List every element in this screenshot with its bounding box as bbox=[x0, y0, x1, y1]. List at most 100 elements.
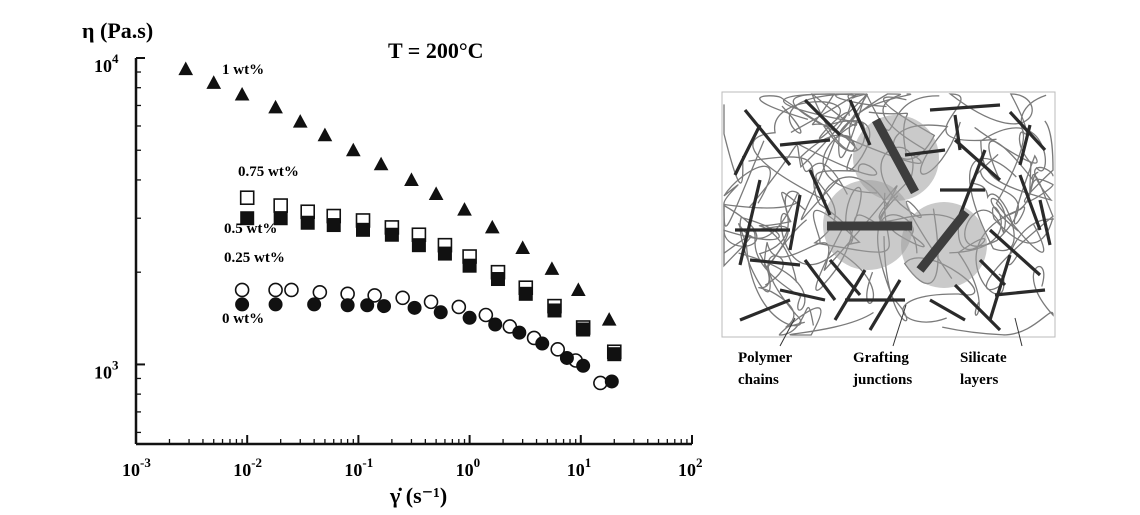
polymer-chain bbox=[974, 127, 1038, 295]
data-point bbox=[490, 272, 505, 287]
silicate-layer bbox=[978, 258, 1007, 287]
x-tick-label: 102 bbox=[678, 455, 703, 480]
silicate-layer bbox=[803, 98, 842, 137]
polymer-chain bbox=[723, 204, 780, 293]
silicate-layer bbox=[1018, 174, 1042, 231]
polymer-chain bbox=[818, 93, 925, 150]
series-2 bbox=[240, 211, 622, 362]
silicate-layer bbox=[749, 258, 801, 267]
data-point bbox=[356, 222, 371, 237]
silicate-layer bbox=[738, 179, 762, 266]
series-labels: 1 wt% 0.75 wt% 0.5 wt% 0.25 wt% 0 wt% bbox=[222, 62, 299, 327]
silicate-layer bbox=[953, 138, 1002, 182]
x-axis-label: γ̇ (s⁻¹) bbox=[389, 483, 447, 508]
silicate-layer bbox=[994, 288, 1046, 297]
silicate-layer bbox=[904, 148, 946, 157]
data-point bbox=[234, 282, 250, 298]
grafted-silicate-layer bbox=[872, 117, 919, 195]
x-axis-ticks: 10-3 10-2 10-1 100 101 102 bbox=[122, 435, 703, 480]
polymer-chain bbox=[723, 104, 744, 184]
polymer-chain bbox=[942, 265, 1054, 336]
data-point bbox=[437, 246, 452, 261]
data-point bbox=[462, 310, 477, 325]
data-point bbox=[340, 298, 355, 313]
data-point bbox=[484, 219, 500, 234]
data-point bbox=[593, 375, 608, 391]
data-point bbox=[428, 186, 444, 200]
silicate-layer bbox=[988, 254, 1012, 321]
data-point bbox=[604, 374, 619, 389]
viscosity-chart: 10-3 10-2 10-1 100 101 102 104 103 η (Pa.s) γ̇… bbox=[82, 18, 703, 508]
silicate-layer bbox=[779, 288, 826, 302]
silicate-layer bbox=[953, 114, 962, 151]
x-tick-label: 101 bbox=[567, 455, 592, 480]
data-point bbox=[407, 300, 422, 315]
silicate-layer bbox=[848, 99, 872, 146]
polymer-chains-label-2: chains bbox=[738, 372, 779, 388]
silicate-layer bbox=[929, 298, 966, 322]
polymer-chain bbox=[723, 140, 771, 227]
series-4 bbox=[235, 297, 619, 389]
polymer-chain bbox=[949, 206, 1054, 266]
polymer-chain bbox=[985, 140, 1054, 291]
data-point bbox=[395, 290, 410, 306]
data-point bbox=[570, 282, 586, 296]
y-tick-label: 104 bbox=[94, 51, 119, 76]
x-tick-label: 10-2 bbox=[233, 455, 262, 480]
silicate-layer bbox=[958, 149, 987, 216]
data-point bbox=[273, 211, 288, 226]
x-tick-label: 100 bbox=[456, 455, 481, 480]
silicate-layers-label-1: Silicate bbox=[960, 350, 1007, 366]
data-point bbox=[423, 294, 439, 310]
silicate-layer bbox=[788, 194, 802, 251]
polymer-chain bbox=[778, 307, 874, 336]
silicate-layer bbox=[808, 169, 832, 216]
silicate-layers-label-2: layers bbox=[960, 372, 998, 388]
data-point bbox=[488, 317, 503, 332]
data-point bbox=[206, 75, 222, 89]
data-point bbox=[535, 336, 550, 351]
silicate-layer bbox=[833, 269, 867, 321]
data-point bbox=[307, 297, 322, 312]
data-point bbox=[292, 114, 308, 128]
data-point bbox=[284, 282, 299, 298]
silicate-layer bbox=[988, 228, 1042, 277]
polymer-chain bbox=[758, 191, 807, 328]
series-label: 0.5 wt% bbox=[224, 221, 277, 237]
data-point bbox=[411, 238, 426, 253]
polymer-leader bbox=[779, 317, 796, 347]
silicate-layer bbox=[803, 259, 837, 301]
polymer-chain bbox=[752, 101, 889, 206]
series-label: 0.25 wt% bbox=[224, 250, 285, 266]
x-tick-label: 10-1 bbox=[344, 455, 373, 480]
data-point bbox=[268, 297, 283, 312]
data-point bbox=[550, 342, 566, 357]
grafting-leader bbox=[892, 304, 907, 347]
data-point bbox=[373, 156, 389, 171]
grafting-junctions-label-1: Grafting bbox=[853, 350, 909, 366]
y-axis-ticks: 104 103 bbox=[94, 51, 145, 434]
y-axis-label: η (Pa.s) bbox=[82, 18, 153, 43]
data-point bbox=[235, 297, 250, 312]
series-label: 1 wt% bbox=[222, 62, 264, 78]
silicate-layer bbox=[929, 103, 1001, 112]
polymer-chains-label-1: Polymer bbox=[738, 350, 792, 366]
polymer-chain bbox=[1005, 120, 1054, 217]
data-point bbox=[384, 227, 399, 242]
series-label: 0.75 wt% bbox=[238, 164, 299, 180]
grafted-layers bbox=[827, 117, 970, 273]
data-point bbox=[462, 258, 477, 273]
chart-title: T = 200°C bbox=[388, 38, 484, 63]
data-point bbox=[515, 240, 530, 254]
polymer-chain bbox=[792, 93, 912, 151]
data-point bbox=[300, 215, 315, 230]
data-point bbox=[360, 298, 375, 313]
data-point bbox=[268, 99, 283, 114]
data-point bbox=[239, 190, 255, 206]
data-point bbox=[317, 127, 333, 142]
series-1 bbox=[239, 190, 622, 360]
data-point bbox=[404, 172, 419, 186]
series-0 bbox=[178, 61, 617, 326]
diagram-leader-lines bbox=[779, 304, 1023, 347]
data-point bbox=[268, 282, 283, 298]
